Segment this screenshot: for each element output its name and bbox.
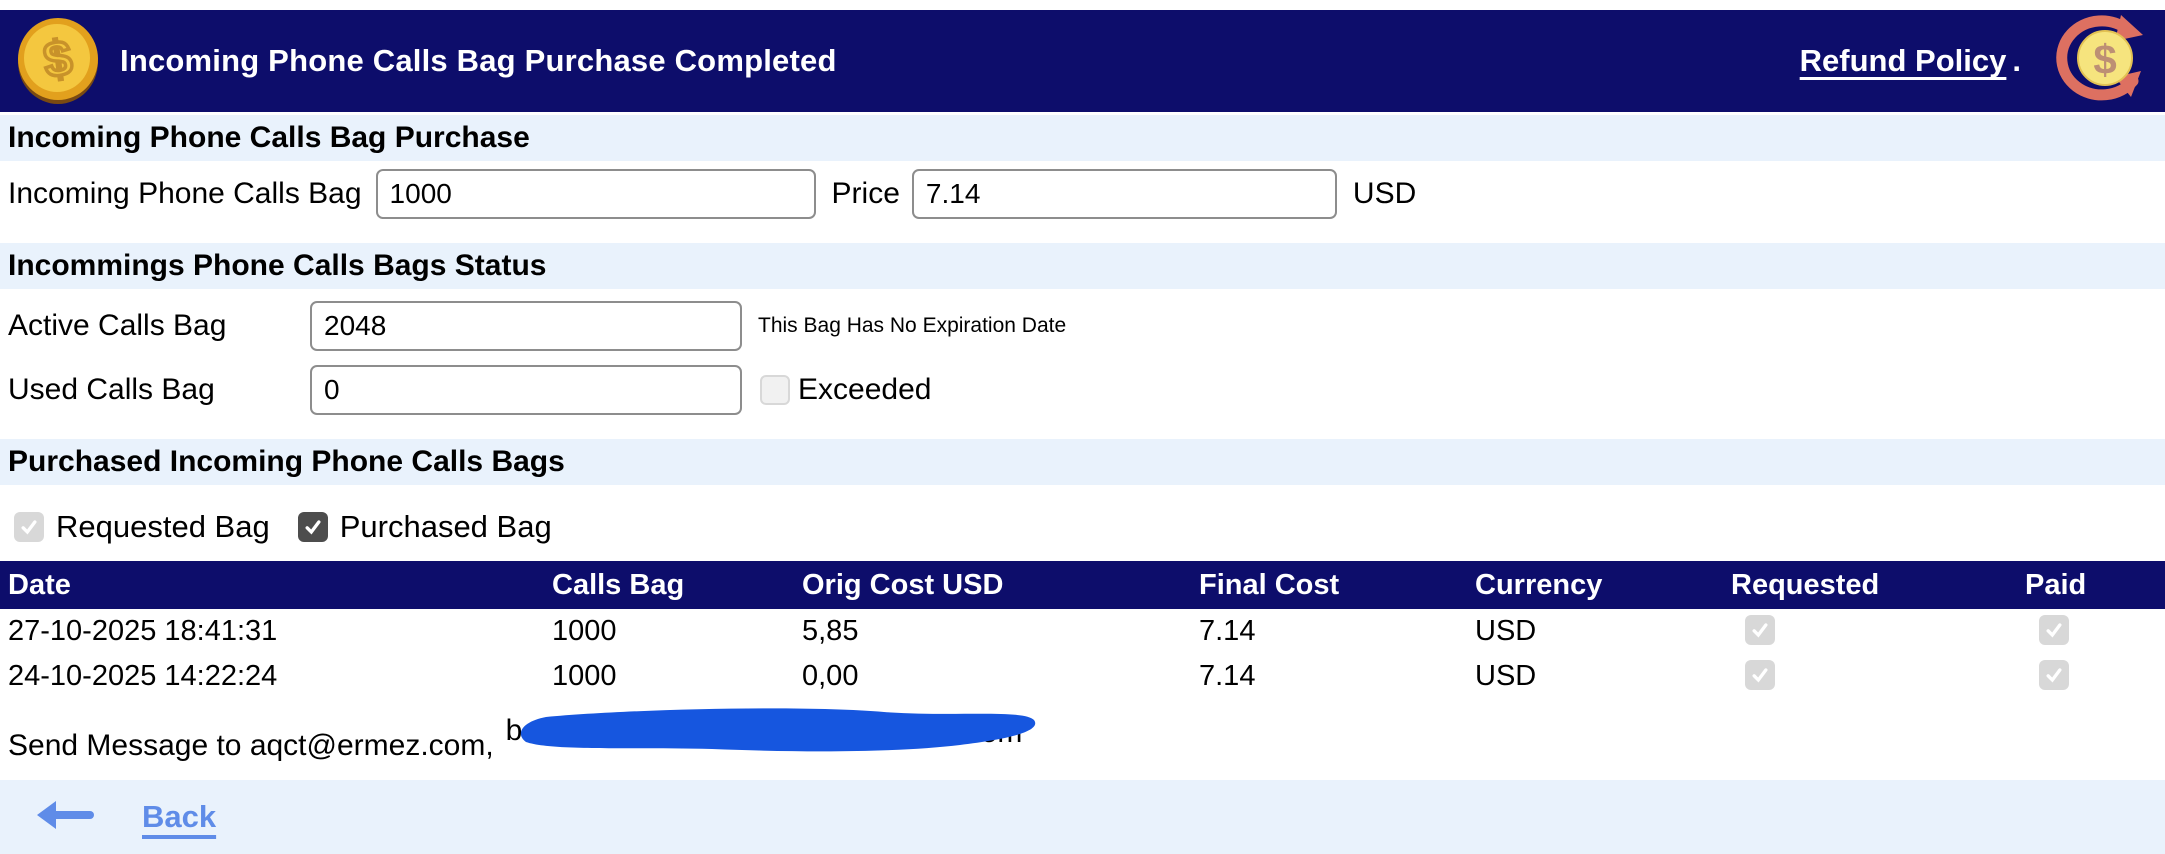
bag-filter-row: Requested Bag Purchased Bag xyxy=(0,509,2165,545)
cell-currency: USD xyxy=(1475,660,1537,692)
col-header-currency: Currency xyxy=(1475,569,1603,601)
dollar-coin-icon: $ xyxy=(16,17,100,105)
redacted-email: b com xyxy=(505,708,1066,755)
exceeded-checkbox xyxy=(760,375,790,405)
purchased-bags-table: Date Calls Bag Orig Cost USD Final Cost … xyxy=(0,561,2165,699)
section-title-purchased: Purchased Incoming Phone Calls Bags xyxy=(0,439,2165,485)
refund-coin-icon: $ xyxy=(2045,13,2149,110)
send-message-text: Send Message to aqct@ermez.com, xyxy=(8,729,494,762)
active-bag-row: Active Calls Bag This Bag Has No Expirat… xyxy=(0,289,2165,357)
cell-final-cost: 7.14 xyxy=(1199,615,1256,647)
requested-row-checkbox xyxy=(1745,615,1775,645)
purchase-row: Incoming Phone Calls Bag Price USD xyxy=(0,161,2165,225)
table-header-row: Date Calls Bag Orig Cost USD Final Cost … xyxy=(0,561,2165,609)
cell-currency: USD xyxy=(1475,615,1537,647)
col-header-requested: Requested xyxy=(1731,569,1880,601)
col-header-paid: Paid xyxy=(2025,569,2087,601)
back-link[interactable]: Back xyxy=(142,799,217,834)
col-header-final-cost: Final Cost xyxy=(1199,569,1340,601)
page-title: Incoming Phone Calls Bag Purchase Comple… xyxy=(120,43,837,78)
used-bag-row: Used Calls Bag Exceeded xyxy=(0,357,2165,421)
cell-calls-bag: 1000 xyxy=(552,615,617,647)
col-header-date: Date xyxy=(8,569,71,601)
back-bar: Back xyxy=(0,780,2165,854)
section-title-purchase: Incoming Phone Calls Bag Purchase xyxy=(0,115,2165,161)
refund-policy-link[interactable]: Refund Policy xyxy=(1799,43,2007,78)
used-bag-label: Used Calls Bag xyxy=(8,373,215,406)
cell-orig-cost: 5,85 xyxy=(802,615,859,647)
price-label: Price xyxy=(831,177,900,210)
no-expiration-note: This Bag Has No Expiration Date xyxy=(758,314,1067,337)
header-bar: $ Incoming Phone Calls Bag Purchase Comp… xyxy=(0,10,2165,112)
calls-bag-input[interactable] xyxy=(375,169,816,219)
paid-row-checkbox xyxy=(2039,615,2069,645)
cell-date: 27-10-2025 18:41:31 xyxy=(8,615,278,647)
requested-row-checkbox xyxy=(1745,660,1775,690)
blue-scribble-redaction-icon xyxy=(520,708,1035,752)
col-header-calls-bag: Calls Bag xyxy=(552,569,685,601)
table-row: 24-10-2025 14:22:24 1000 0,00 7.14 USD xyxy=(0,654,2165,699)
used-bag-input[interactable] xyxy=(310,365,742,415)
svg-text:$: $ xyxy=(2093,36,2116,83)
cell-date: 24-10-2025 14:22:24 xyxy=(8,660,278,692)
purchased-bag-checkbox[interactable] xyxy=(297,512,328,542)
active-bag-label: Active Calls Bag xyxy=(8,309,227,342)
send-message-line: Send Message to aqct@ermez.com, b com xyxy=(0,708,2165,768)
table-body: 27-10-2025 18:41:31 1000 5,85 7.14 USD 2… xyxy=(0,609,2165,699)
requested-bag-label: Requested Bag xyxy=(56,509,270,544)
cell-calls-bag: 1000 xyxy=(552,660,617,692)
bag-label: Incoming Phone Calls Bag xyxy=(8,177,362,210)
section-title-status: Incommings Phone Calls Bags Status xyxy=(0,243,2165,289)
col-header-orig-cost: Orig Cost USD xyxy=(802,569,1004,601)
cell-orig-cost: 0,00 xyxy=(802,660,859,692)
table-row: 27-10-2025 18:41:31 1000 5,85 7.14 USD xyxy=(0,609,2165,654)
purchased-bag-label: Purchased Bag xyxy=(339,509,552,544)
currency-label: USD xyxy=(1352,177,1417,210)
exceeded-label: Exceeded xyxy=(798,373,932,406)
redacted-email-prefix: b xyxy=(505,714,523,747)
price-input[interactable] xyxy=(911,169,1337,219)
cell-final-cost: 7.14 xyxy=(1199,660,1256,692)
back-arrow-icon[interactable] xyxy=(30,798,94,837)
active-bag-input[interactable] xyxy=(310,301,742,351)
refund-policy-period: . xyxy=(2012,43,2021,78)
paid-row-checkbox xyxy=(2039,660,2069,690)
requested-bag-checkbox xyxy=(14,512,44,542)
